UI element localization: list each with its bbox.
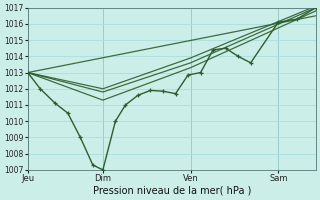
X-axis label: Pression niveau de la mer( hPa ): Pression niveau de la mer( hPa )	[92, 186, 251, 196]
